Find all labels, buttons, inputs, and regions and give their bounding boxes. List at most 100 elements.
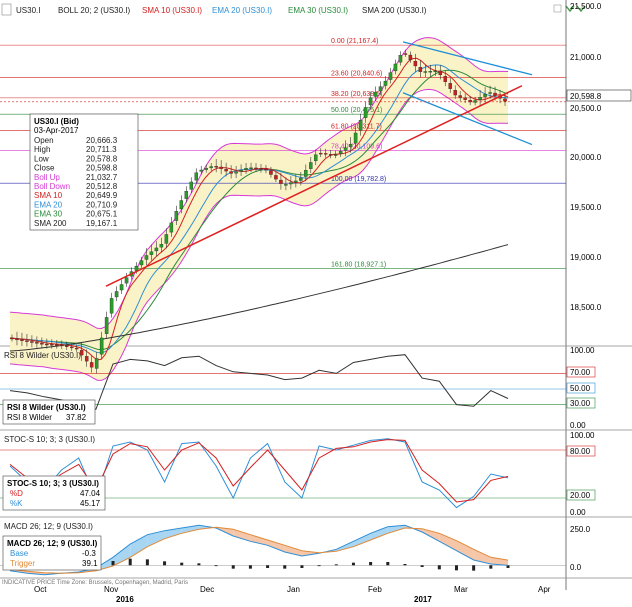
info-row-value: 20,711.3 — [86, 145, 117, 154]
candle-body — [194, 172, 199, 181]
macd-fill-segment — [27, 571, 45, 575]
indicator-label-boll[interactable]: BOLL 20; 2 (US30.I) — [58, 6, 131, 15]
candle-body — [368, 97, 373, 106]
candle-body — [234, 171, 238, 174]
candle-body — [239, 169, 243, 172]
macd-fill-segment — [439, 533, 457, 551]
collapse-chevron-icon[interactable] — [565, 5, 575, 13]
info-row-label: EMA 30 — [34, 210, 63, 219]
macd-trigger-line — [9, 526, 509, 574]
price-tick-21000: 21,000.0 — [570, 53, 602, 62]
price-axis: 21,500.0 21,000.0 20,598.8 20,500.0 20,0… — [566, 2, 632, 312]
candle-body — [169, 222, 174, 233]
macd-fill-segment — [490, 557, 508, 566]
macd-box-base-label: Base — [10, 549, 29, 558]
fib-level-label: 50.00 (20,475.1) — [331, 107, 382, 114]
candle-body — [74, 347, 79, 350]
candle-body — [254, 167, 258, 170]
macd-histogram-bar — [300, 565, 304, 568]
macd-tick-0: 0.0 — [570, 563, 582, 572]
macd-box-trigger-label: Trigger — [10, 559, 35, 568]
month-dec: Dec — [200, 585, 214, 594]
macd-fill-segment — [370, 526, 388, 540]
macd-header[interactable]: MACD 26; 12; 9 (US30.I) — [4, 522, 93, 531]
candle-body — [443, 76, 448, 83]
macd-fill-segment — [353, 533, 371, 547]
macd-fill-segment — [387, 525, 405, 534]
candle-body — [65, 345, 69, 347]
stoc-tick-100: 100.00 — [570, 431, 595, 440]
candle-body — [438, 70, 443, 76]
candle-body — [398, 55, 403, 63]
rsi-info-box: RSI 8 Wilder (US30.I) RSI 8 Wilder 37.82 — [2, 399, 96, 425]
indicator-label-sma10[interactable]: SMA 10 (US30.I) — [142, 6, 202, 15]
candle-body — [94, 358, 99, 369]
candle-body — [279, 179, 283, 184]
info-box-date: 03-Apr-2017 — [34, 126, 79, 135]
candle-body — [328, 154, 333, 156]
macd-histogram-bar — [489, 565, 493, 569]
indicator-label-sma200[interactable]: SMA 200 (US30.I) — [362, 6, 427, 15]
candle-body — [353, 132, 358, 144]
candle-body — [373, 91, 378, 97]
time-axis: Oct Nov Dec Jan Feb Mar Apr 2016 2017 — [34, 585, 551, 604]
macd-panel — [0, 524, 566, 576]
macd-histogram-bar — [506, 565, 510, 568]
macd-histogram-bar — [472, 565, 476, 571]
info-row-value: 20,675.1 — [86, 210, 118, 219]
fib-level-label: 100.00 (19,782.8) — [331, 176, 386, 183]
price-tick-19000: 19,000.0 — [570, 253, 602, 262]
maximize-icon[interactable] — [553, 4, 562, 13]
candle-body — [319, 152, 323, 155]
candle-body — [20, 339, 24, 341]
candle-body — [403, 53, 408, 55]
rsi-header[interactable]: RSI 8 Wilder (US30.I) — [4, 351, 81, 360]
candle-body — [473, 100, 477, 103]
indicator-label-ema30[interactable]: EMA 30 (US30.I) — [288, 6, 348, 15]
sma10-line — [9, 57, 509, 361]
candle-body — [274, 175, 278, 180]
fib-level-label: 78.40 (20,109.6) — [331, 144, 382, 151]
month-mar: Mar — [454, 585, 468, 594]
candle-body — [144, 255, 149, 260]
stoc-tick-20: 20.00 — [570, 491, 591, 500]
macd-histogram-bar — [111, 561, 115, 566]
info-row-value: 20,710.9 — [86, 200, 118, 209]
candle-body — [124, 277, 129, 284]
panel-menu-icon[interactable] — [1, 3, 12, 16]
candle-body — [154, 247, 159, 252]
macd-fill-segment — [113, 544, 131, 566]
rsi-tick-0: 0.00 — [570, 421, 586, 430]
macd-box-base-value: -0.3 — [82, 549, 96, 558]
collapse-chevron-icon-2[interactable] — [576, 5, 586, 13]
candle-body — [408, 54, 413, 61]
rsi-axis: 100.00 70.00 50.00 30.00 0.00 — [566, 346, 596, 430]
indicator-label-ema20[interactable]: EMA 20 (US30.I) — [212, 6, 272, 15]
candle-body — [164, 234, 169, 244]
fib-level-label: 23.60 (20,840.6) — [331, 71, 382, 78]
macd-histogram-bar — [454, 565, 458, 571]
macd-histogram-bar — [420, 565, 424, 567]
info-row-value: 20,512.8 — [86, 182, 118, 191]
candle-body — [383, 80, 388, 86]
candle-body — [468, 100, 472, 103]
macd-histogram-bar — [334, 564, 338, 566]
rsi-tick-100: 100.00 — [570, 346, 595, 355]
macd-histogram-bar — [317, 565, 321, 567]
macd-histogram-bar — [369, 562, 373, 566]
candle-body — [199, 169, 203, 172]
info-box-title: US30.I (Bid) — [34, 117, 79, 126]
window-controls — [553, 4, 586, 13]
info-row-label: High — [34, 145, 50, 154]
macd-fill-segment — [147, 530, 165, 547]
candle-body — [304, 170, 308, 177]
macd-histogram-bar — [128, 558, 132, 566]
macd-fill-segment — [164, 528, 182, 539]
candle-body — [219, 166, 223, 169]
macd-box-trigger-value: 39.1 — [82, 559, 98, 568]
candle-body — [159, 244, 164, 248]
macd-histogram-bar — [403, 564, 407, 566]
stoc-header[interactable]: STOC-S 10; 3; 3 (US30.I) — [4, 435, 95, 444]
month-nov: Nov — [104, 585, 118, 594]
